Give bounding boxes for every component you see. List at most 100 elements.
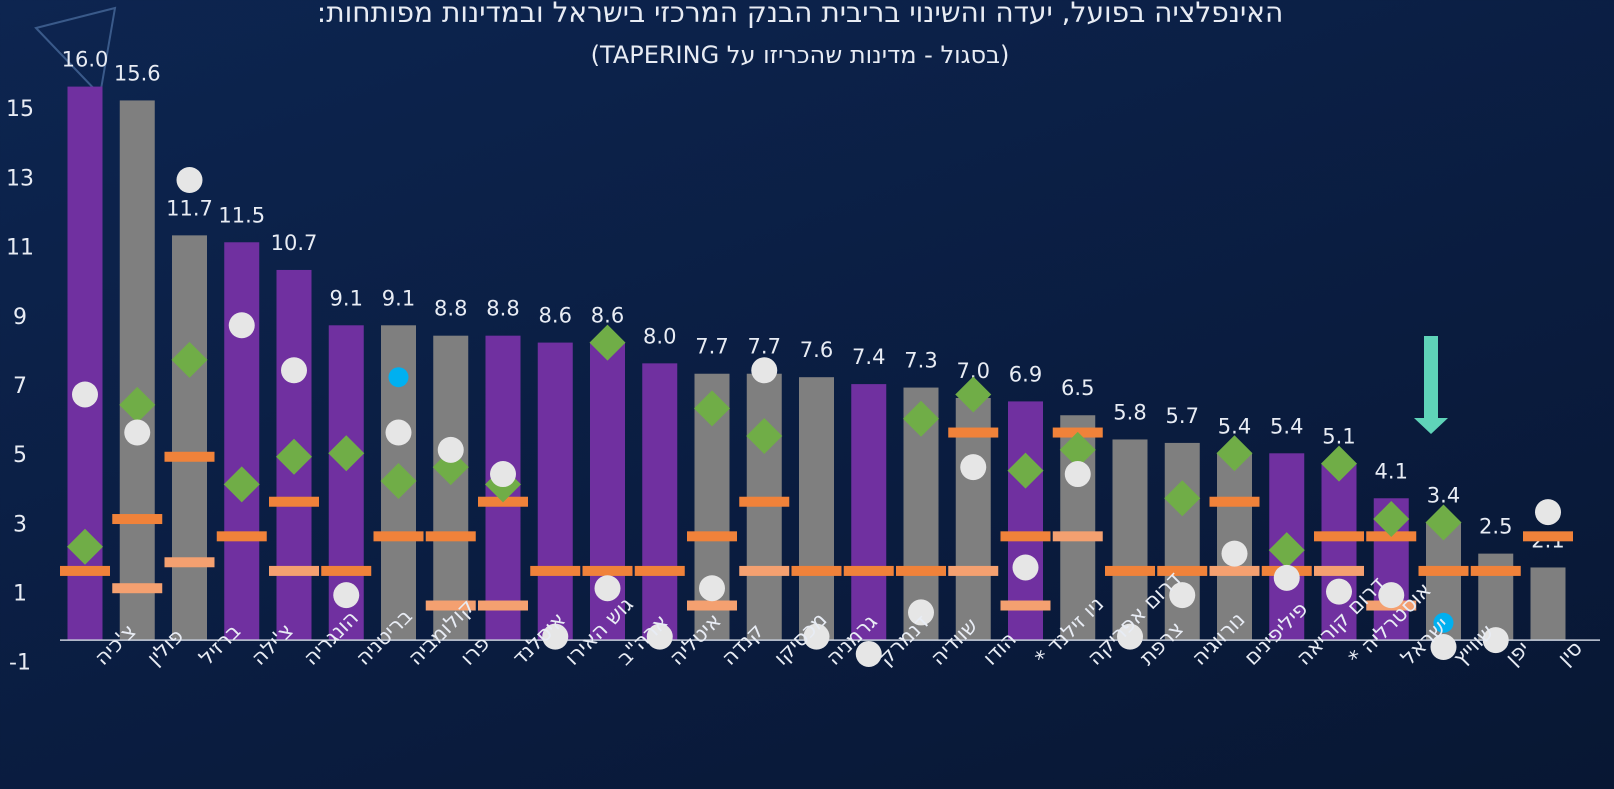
rate-dash — [425, 600, 476, 611]
circle-marker — [72, 381, 98, 408]
diamond-marker — [746, 418, 783, 454]
circle-marker — [960, 454, 987, 481]
circle-marker — [699, 575, 725, 602]
rate-dash — [739, 496, 790, 507]
y-tick-label: -1 — [9, 651, 31, 676]
diamond-marker — [276, 438, 312, 475]
diamond-marker — [1425, 504, 1462, 541]
value-label: 6.5 — [1061, 376, 1094, 400]
diamond-marker — [1059, 431, 1096, 468]
value-label: 3.4 — [1427, 483, 1460, 507]
y-tick-label: 15 — [6, 97, 34, 122]
value-label: 7.6 — [800, 338, 833, 362]
circle-marker — [490, 461, 516, 488]
diamond-marker — [955, 376, 992, 413]
circle-marker — [1273, 564, 1300, 591]
rate-dash — [373, 531, 424, 542]
rate-dash — [843, 565, 894, 576]
diamond-marker — [589, 324, 626, 361]
rate-dash — [1052, 531, 1103, 542]
value-label: 5.8 — [1113, 400, 1146, 424]
value-label: 7.7 — [748, 335, 781, 359]
bar — [433, 335, 469, 641]
rate-dash — [112, 583, 163, 594]
diamond-marker — [380, 462, 417, 499]
bar — [746, 373, 782, 641]
rate-dash — [1209, 565, 1260, 576]
rate-dash — [1157, 565, 1208, 576]
value-label: 8.8 — [434, 297, 467, 321]
rate-dash — [1000, 531, 1051, 542]
rate-dash — [478, 600, 528, 611]
dot-marker — [1433, 612, 1454, 633]
rate-dash — [739, 565, 790, 576]
rate-dash — [896, 565, 946, 576]
diamond-marker — [903, 400, 939, 437]
bar — [1008, 401, 1043, 641]
value-label: 2.5 — [1479, 515, 1512, 539]
value-label: 11.7 — [166, 196, 213, 220]
circle-marker — [908, 599, 934, 626]
rate-dash — [1209, 496, 1260, 507]
rate-dash — [1105, 565, 1155, 576]
rate-dash — [164, 557, 215, 568]
circle-marker — [1064, 461, 1091, 488]
rate-dash — [791, 565, 842, 576]
value-label: 8.0 — [643, 324, 676, 348]
value-label: 8.6 — [591, 304, 624, 328]
x-tick-label: סין — [1553, 636, 1587, 670]
bar — [851, 384, 887, 641]
circle-marker — [1117, 623, 1143, 650]
diamond-marker — [171, 341, 208, 378]
y-tick-label: 9 — [13, 305, 27, 330]
circle-marker — [1378, 582, 1405, 609]
circle-marker — [1430, 634, 1457, 661]
diamond-marker — [119, 386, 156, 423]
rate-dash — [687, 600, 737, 611]
value-label: 9.1 — [382, 286, 415, 310]
decoration — [34, 6, 117, 98]
rate-dash — [269, 565, 319, 576]
circle-marker — [594, 575, 621, 602]
rate-dash — [1470, 565, 1521, 576]
circle-marker — [803, 623, 830, 650]
circle-marker — [751, 357, 778, 384]
dot-marker — [388, 367, 409, 388]
value-label: 16.0 — [62, 48, 109, 72]
value-label: 8.6 — [539, 304, 572, 328]
chart-subtitle: (בסגול - מדינות שהכריזו על TAPERING) — [591, 41, 1010, 69]
value-label: 7.7 — [695, 335, 728, 359]
rate-dash — [948, 565, 999, 576]
rate-dash — [321, 565, 372, 576]
circle-marker — [1221, 540, 1248, 567]
rate-dash — [60, 565, 110, 576]
value-label: 7.4 — [852, 345, 885, 369]
circle-marker — [1482, 627, 1509, 654]
diamond-marker — [67, 528, 103, 565]
rate-dash — [1000, 600, 1051, 611]
circle-marker — [542, 623, 569, 650]
rate-dash — [1314, 531, 1364, 542]
circle-marker — [281, 357, 307, 384]
rate-dash — [112, 514, 163, 525]
chart-title: האינפלציה בפועל, יעדה והשינוי בריבית הבנ… — [317, 0, 1283, 29]
value-label: 5.4 — [1218, 414, 1251, 438]
diamond-marker — [1321, 445, 1357, 482]
bar — [799, 377, 834, 641]
diamond-marker — [328, 435, 365, 472]
y-tick-label: 5 — [13, 443, 27, 468]
rate-dash — [687, 531, 737, 542]
circle-marker — [1326, 578, 1352, 605]
diamond-marker — [1268, 532, 1305, 569]
bar — [119, 100, 155, 641]
bar — [224, 242, 260, 641]
value-label: 8.8 — [486, 297, 519, 321]
rate-dash — [634, 565, 685, 576]
rate-dash — [1418, 565, 1469, 576]
value-label: 9.1 — [330, 286, 363, 310]
rate-dash — [948, 427, 999, 438]
diamond-marker — [223, 466, 260, 503]
value-label: 10.7 — [271, 231, 318, 255]
rate-dash — [269, 496, 319, 507]
